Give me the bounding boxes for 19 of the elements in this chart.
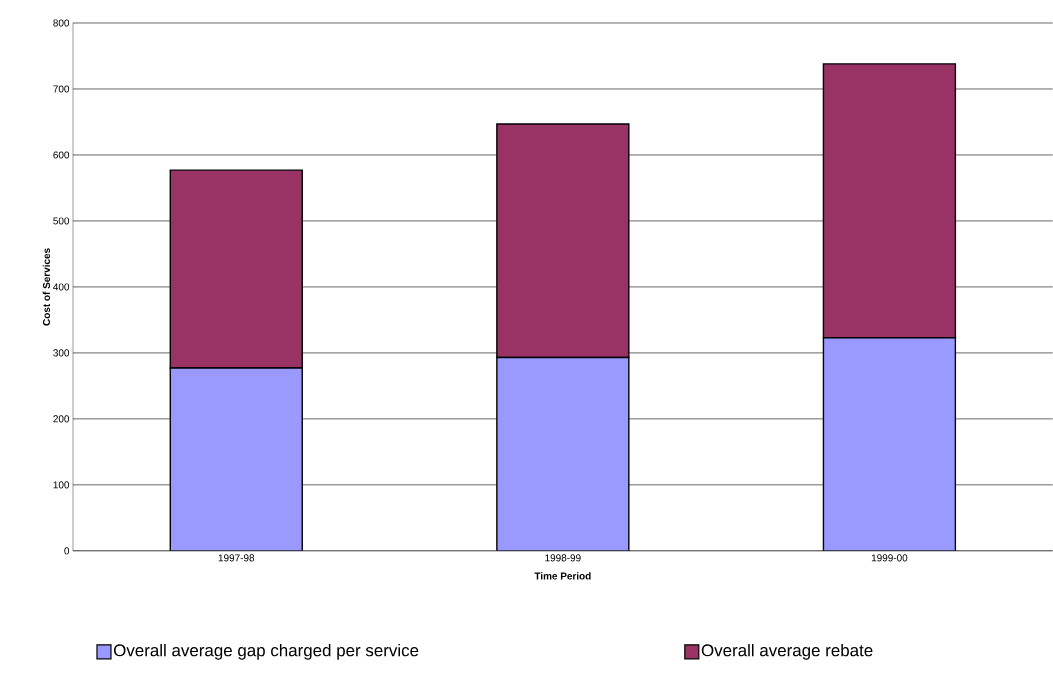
legend-label: Overall average gap charged per service [113,644,419,660]
legend-label: Overall average rebate [701,644,873,660]
bar [169,367,303,551]
bar [822,337,957,551]
y-tick-label: 100 [53,481,70,489]
x-tick-label: 1997-98 [218,554,255,562]
y-tick-label: 0 [64,547,70,555]
y-tick-label: 800 [53,19,70,27]
y-tick-label: 300 [53,349,70,357]
y-tick-label: 500 [53,217,70,225]
bar [496,356,630,551]
x-tick-label: 1999-00 [871,554,908,562]
y-tick-label: 200 [53,415,70,423]
y-tick-label: 700 [53,85,70,93]
x-axis-title: Time Period [534,572,591,580]
y-tick-label: 400 [53,283,70,291]
y-tick-label: 600 [53,151,70,159]
y-axis-title: Cost of Services [42,248,51,326]
x-tick-label: 1998-99 [545,554,581,562]
